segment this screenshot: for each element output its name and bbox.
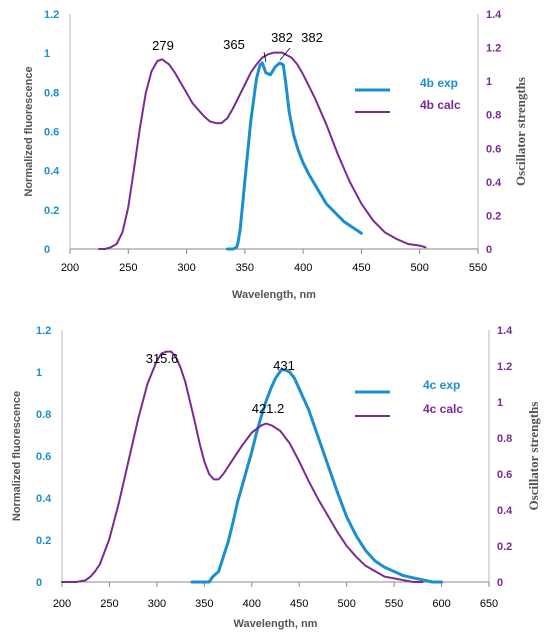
y2-tick-label: 1.2 — [497, 361, 512, 373]
peak-annotation: 382 — [301, 30, 323, 45]
y2-tick-label: 0.8 — [486, 110, 501, 122]
y2-tick-label: 0.6 — [486, 143, 501, 155]
y-tick-label: 0.2 — [44, 205, 59, 217]
y-tick-label: 0.6 — [44, 127, 59, 139]
y-tick-label: 0.2 — [36, 535, 51, 547]
y2-tick-label: 0.6 — [497, 469, 512, 481]
x-tick-label: 300 — [177, 262, 195, 274]
y2-axis-title: Oscillator strengths — [526, 402, 541, 511]
x-tick-label: 450 — [290, 598, 308, 610]
y2-tick-label: 1.2 — [486, 43, 501, 55]
legend-label: 4b exp — [420, 76, 458, 90]
x-tick-label: 500 — [337, 598, 355, 610]
x-tick-label: 400 — [294, 262, 312, 274]
y-tick-label: 0.6 — [36, 451, 51, 463]
series-line — [61, 350, 424, 583]
y-tick-label: 1.2 — [36, 325, 51, 337]
y-tick-label: 1.2 — [44, 9, 59, 21]
x-tick-label: 200 — [61, 262, 79, 274]
x-tick-label: 350 — [236, 262, 254, 274]
x-tick-label: 250 — [100, 598, 118, 610]
y2-tick-label: 1.4 — [486, 9, 502, 21]
y-axis-title: Normalized fluorescence — [23, 66, 35, 196]
x-tick-label: 600 — [432, 598, 450, 610]
y2-tick-label: 1 — [486, 76, 492, 88]
y-tick-label: 0 — [44, 244, 50, 256]
y-tick-label: 1 — [44, 48, 50, 60]
y2-tick-label: 1.4 — [497, 325, 513, 337]
y-tick-label: 0.4 — [36, 493, 52, 505]
y-tick-label: 0.8 — [36, 409, 51, 421]
y2-tick-label: 1 — [497, 397, 503, 409]
y2-tick-label: 0.4 — [486, 177, 502, 189]
y-tick-label: 1 — [36, 367, 42, 379]
y2-tick-label: 0 — [497, 577, 503, 589]
y-axis-title: Normalized fluorescence — [11, 391, 23, 521]
peak-annotation: 382 — [271, 30, 293, 45]
x-tick-label: 550 — [385, 598, 403, 610]
legend-label: 4b calc — [420, 98, 461, 112]
x-tick-label: 250 — [119, 262, 137, 274]
peak-annotation: 431 — [273, 358, 295, 373]
x-axis-title: Wavelength, nm — [232, 289, 316, 301]
x-tick-label: 400 — [243, 598, 261, 610]
y-tick-label: 0 — [36, 577, 42, 589]
y2-tick-label: 0.2 — [486, 210, 501, 222]
y2-tick-label: 0 — [486, 244, 492, 256]
peak-annotation: 315.6 — [146, 351, 179, 366]
x-tick-label: 550 — [469, 262, 487, 274]
series-line — [225, 61, 363, 251]
y-tick-label: 0.8 — [44, 87, 59, 99]
x-tick-label: 350 — [195, 598, 213, 610]
legend-label: 4c exp — [423, 378, 460, 392]
y2-tick-label: 0.8 — [497, 433, 512, 445]
peak-annotation: 279 — [152, 38, 174, 53]
y2-tick-label: 0.4 — [497, 505, 513, 517]
peak-annotation: 421.2 — [252, 401, 285, 416]
x-tick-label: 200 — [53, 598, 71, 610]
y2-axis-title: Oscillator strengths — [513, 77, 528, 186]
series-line — [190, 368, 444, 584]
x-tick-label: 650 — [480, 598, 498, 610]
x-tick-label: 450 — [352, 262, 370, 274]
annotation-leader-line — [263, 51, 267, 63]
x-tick-label: 500 — [411, 262, 429, 274]
y2-tick-label: 0.2 — [497, 541, 512, 553]
x-axis-title: Wavelength, nm — [234, 618, 318, 630]
series-line — [98, 51, 427, 250]
annotation-leader-line — [279, 47, 291, 61]
peak-annotation: 365 — [223, 37, 245, 52]
x-tick-label: 300 — [148, 598, 166, 610]
y-tick-label: 0.4 — [44, 166, 60, 178]
legend-label: 4c calc — [423, 402, 463, 416]
